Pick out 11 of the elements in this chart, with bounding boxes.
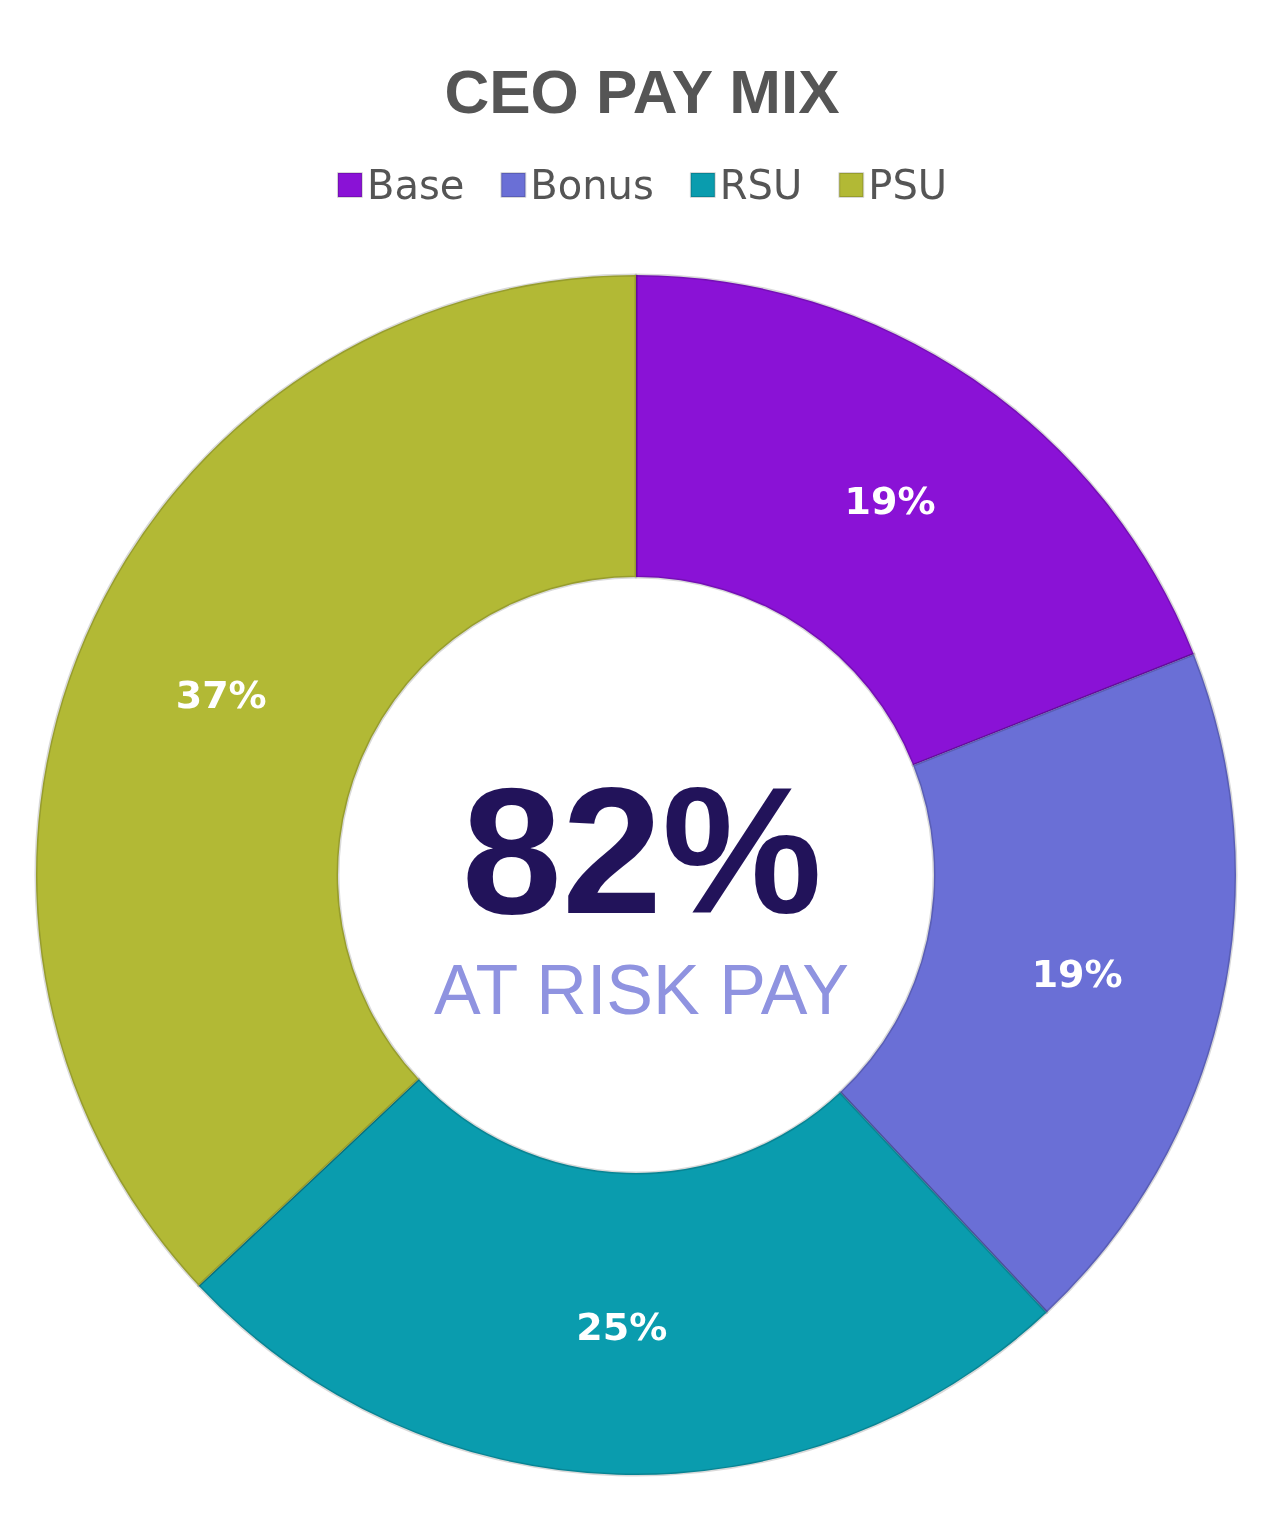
data-label: 37% <box>175 673 267 718</box>
legend-label: RSU <box>719 162 803 208</box>
legend-label: Bonus <box>530 162 654 208</box>
legend-label: PSU <box>868 162 948 208</box>
text: 82% <box>461 749 823 951</box>
text: AT RISK PAY <box>433 951 849 1029</box>
data-label: 25% <box>576 1304 668 1349</box>
legend-label: Base <box>366 162 465 208</box>
data-label: 19% <box>844 479 936 524</box>
data-label: 19% <box>1031 951 1123 996</box>
chart-title: CEO PAY MIX <box>444 56 840 126</box>
